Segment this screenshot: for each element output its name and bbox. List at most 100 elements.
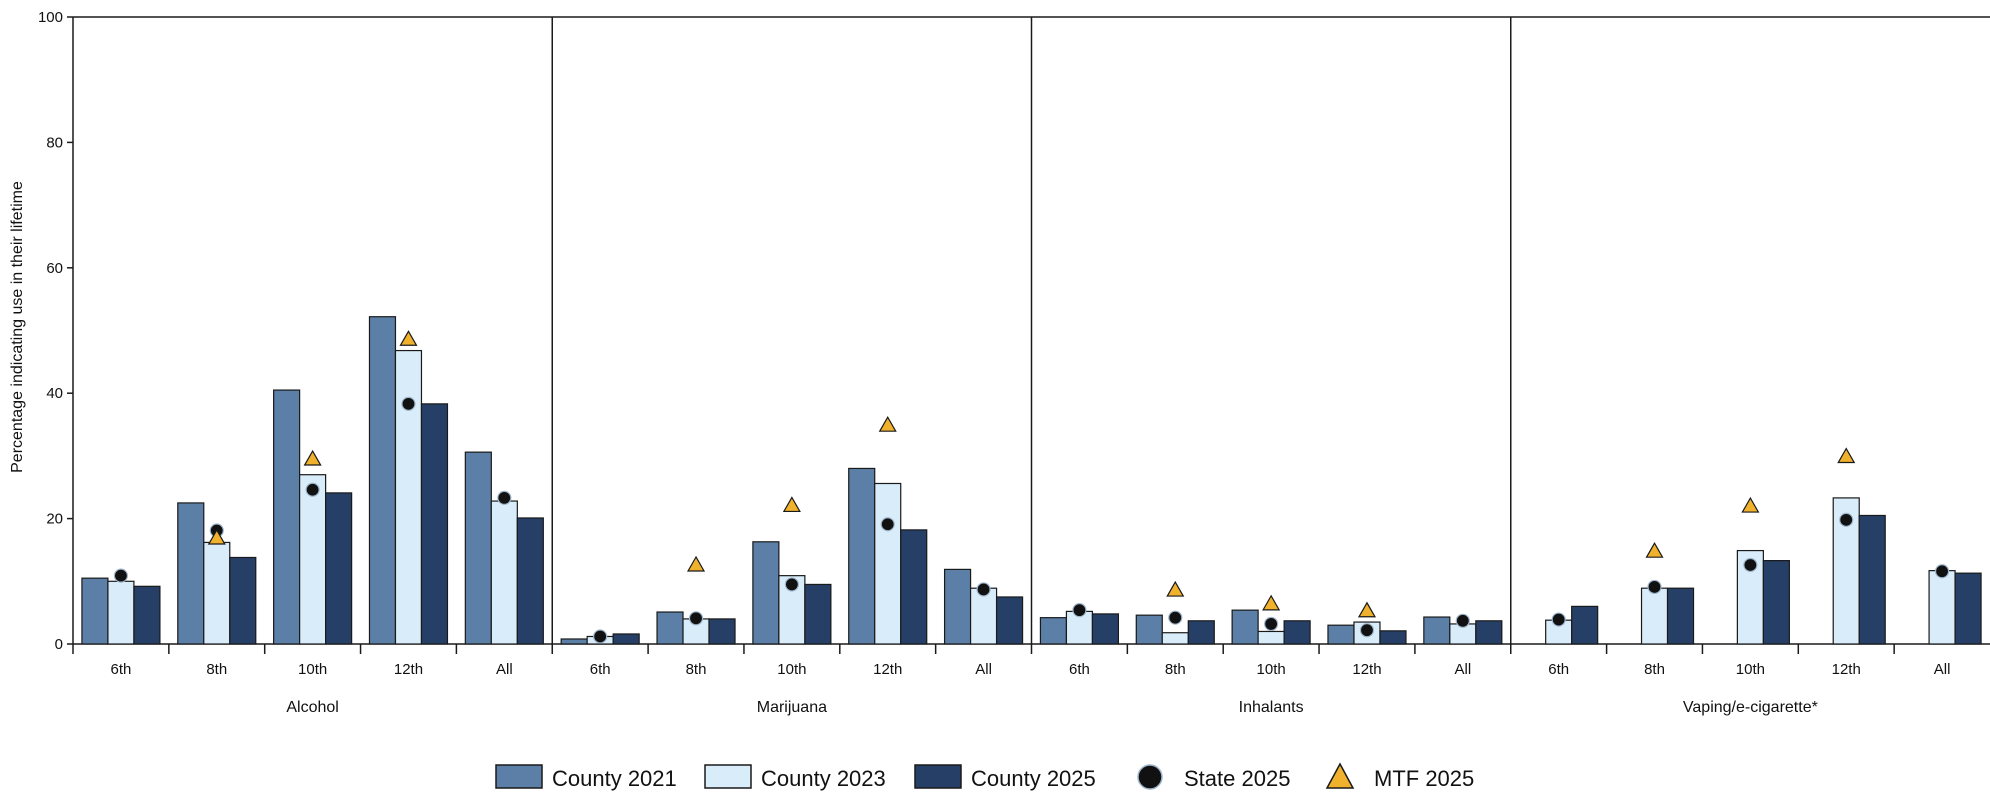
bar-county-2025 <box>1475 620 1503 645</box>
bar-county-2021 <box>848 467 876 645</box>
mtf-2025-marker <box>878 415 897 432</box>
x-tick-label: 8th <box>206 661 227 678</box>
x-tick-label: 12th <box>1352 661 1381 678</box>
bar-county-2023 <box>203 541 231 645</box>
legend-swatch <box>704 764 752 789</box>
bar-county-2025 <box>229 556 257 645</box>
bar-county-2021 <box>273 389 301 645</box>
y-tick-label: 0 <box>55 636 63 653</box>
bar-county-2025 <box>900 529 928 645</box>
bar-county-2025 <box>708 618 736 645</box>
bar-county-2021 <box>177 502 205 645</box>
x-tick-label: 8th <box>1644 661 1665 678</box>
y-axis-title: Percentage indicating use in their lifet… <box>9 181 26 473</box>
bar-county-2025 <box>612 633 640 645</box>
x-tick-label: 12th <box>394 661 423 678</box>
x-tick-label: All <box>975 661 992 678</box>
bar-county-2023 <box>1832 497 1860 645</box>
y-tick-label: 80 <box>46 134 63 151</box>
y-tick-label: 100 <box>38 9 63 26</box>
bar-county-2023 <box>1640 587 1669 645</box>
bar-county-2025 <box>1379 630 1407 645</box>
state-2025-marker <box>1072 603 1087 618</box>
group-label: Alcohol <box>286 699 338 716</box>
legend-label: County 2023 <box>761 766 886 791</box>
bar-county-2025 <box>325 492 353 645</box>
bar-county-2021 <box>1039 617 1068 645</box>
x-tick-label: All <box>1454 661 1471 678</box>
y-tick-label: 20 <box>46 511 63 528</box>
legend: County 2021 County 2023 County 2025 State 2… <box>495 762 1474 791</box>
mtf-2025-marker <box>1262 594 1281 611</box>
bar-county-2025 <box>1954 572 1982 645</box>
legend-label: County 2021 <box>552 766 677 791</box>
mtf-2025-marker <box>686 555 706 572</box>
bar-county-2025 <box>1187 620 1215 645</box>
mtf-2025-marker <box>1741 496 1760 513</box>
y-tick-label: 60 <box>46 260 63 277</box>
bar-county-2023 <box>299 474 327 645</box>
y-tick-label: 40 <box>46 385 63 402</box>
x-tick-label: 10th <box>777 661 806 678</box>
bar-county-2023 <box>394 349 423 645</box>
state-2025-marker <box>1647 579 1662 595</box>
state-2025-marker <box>1359 623 1375 638</box>
mtf-2025-marker <box>1837 447 1856 464</box>
bar-county-2021 <box>464 451 492 645</box>
bar-county-2021 <box>656 611 684 645</box>
bar-county-2021 <box>1135 614 1163 645</box>
legend-swatch <box>914 764 962 789</box>
bar-county-2023 <box>1257 630 1285 645</box>
state-2025-marker <box>1934 564 1950 579</box>
x-tick-label: 12th <box>1832 661 1861 678</box>
bar-county-2025 <box>804 583 832 645</box>
mtf-2025-marker <box>399 330 418 346</box>
bar-county-2025 <box>1091 613 1120 645</box>
state-2025-marker <box>401 396 416 411</box>
markers <box>113 330 1950 644</box>
mtf-2025-marker <box>782 496 801 513</box>
state-2025-marker <box>976 582 991 597</box>
bar-county-2021 <box>1231 609 1259 645</box>
state-2025-marker <box>880 517 895 532</box>
legend-swatch <box>1325 762 1355 789</box>
legend-label: State 2025 <box>1184 766 1290 791</box>
bar-county-2023 <box>107 580 135 645</box>
state-2025-marker <box>1743 557 1758 573</box>
x-tick-label: All <box>496 661 513 678</box>
legend-label: MTF 2025 <box>1374 766 1474 791</box>
x-tick-label: 8th <box>1165 661 1186 678</box>
bar-county-2023 <box>1161 632 1189 645</box>
bar-county-2021 <box>560 638 588 645</box>
bar-county-2025 <box>516 517 544 645</box>
bar-county-2021 <box>1423 616 1451 645</box>
state-2025-marker <box>1264 616 1279 632</box>
bar-county-2025 <box>133 585 161 645</box>
bar-county-2021 <box>81 577 109 645</box>
plot-frame <box>72 16 1990 645</box>
x-axis: 6th 8th 10th 12th All Alcohol 6th 8th 10th 12th Al… <box>72 644 1950 716</box>
mtf-2025-marker <box>303 449 322 466</box>
x-tick-label: 6th <box>1548 661 1569 678</box>
state-2025-marker <box>784 577 799 592</box>
y-axis: 0 20 40 60 80 100 <box>38 9 73 653</box>
group-label: Inhalants <box>1239 699 1304 716</box>
x-tick-label: 8th <box>686 661 707 678</box>
state-2025-marker <box>305 482 320 497</box>
bar-county-2023 <box>1928 570 1956 645</box>
mtf-2025-marker <box>1166 580 1185 597</box>
state-2025-marker <box>593 629 608 644</box>
x-tick-label: 10th <box>298 661 327 678</box>
group-label: Vaping/e-cigarette* <box>1683 699 1818 716</box>
legend-label: County 2025 <box>971 766 1096 791</box>
bar-county-2023 <box>490 500 518 645</box>
mtf-2025-marker <box>1357 601 1377 618</box>
bar-county-2021 <box>368 316 397 645</box>
state-2025-marker <box>113 568 129 583</box>
bar-county-2023 <box>874 482 902 645</box>
x-tick-label: 6th <box>590 661 611 678</box>
bar-county-2023 <box>969 587 998 645</box>
state-2025-marker <box>688 611 704 626</box>
legend-swatch <box>1137 764 1163 790</box>
